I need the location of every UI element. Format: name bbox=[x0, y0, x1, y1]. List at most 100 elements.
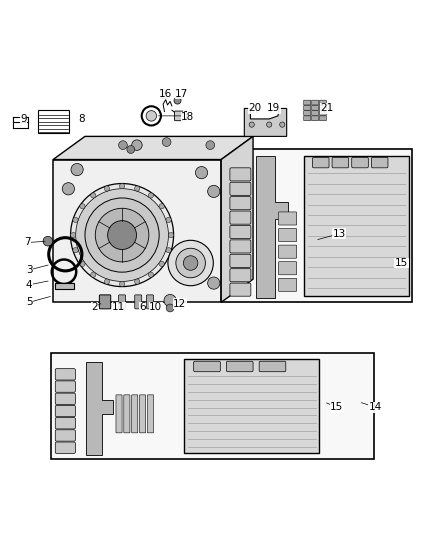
Polygon shape bbox=[221, 136, 253, 302]
Circle shape bbox=[73, 217, 78, 223]
FancyBboxPatch shape bbox=[230, 211, 251, 224]
FancyBboxPatch shape bbox=[194, 361, 220, 372]
Text: 3: 3 bbox=[26, 265, 32, 275]
Circle shape bbox=[62, 183, 74, 195]
Circle shape bbox=[134, 279, 140, 284]
FancyBboxPatch shape bbox=[55, 417, 75, 429]
FancyBboxPatch shape bbox=[124, 395, 130, 433]
FancyBboxPatch shape bbox=[332, 157, 349, 168]
Polygon shape bbox=[55, 283, 74, 289]
FancyBboxPatch shape bbox=[279, 278, 297, 292]
FancyBboxPatch shape bbox=[230, 182, 251, 195]
FancyBboxPatch shape bbox=[304, 100, 311, 105]
FancyBboxPatch shape bbox=[51, 352, 374, 459]
Circle shape bbox=[168, 232, 173, 238]
Circle shape bbox=[280, 122, 285, 127]
FancyBboxPatch shape bbox=[311, 106, 318, 110]
Text: 16: 16 bbox=[159, 89, 173, 99]
FancyBboxPatch shape bbox=[304, 116, 311, 120]
FancyBboxPatch shape bbox=[259, 361, 286, 372]
FancyBboxPatch shape bbox=[119, 295, 126, 309]
FancyBboxPatch shape bbox=[55, 381, 75, 392]
Circle shape bbox=[108, 221, 137, 249]
FancyBboxPatch shape bbox=[279, 212, 297, 225]
Circle shape bbox=[91, 272, 96, 277]
FancyBboxPatch shape bbox=[174, 111, 188, 120]
Circle shape bbox=[120, 183, 125, 189]
FancyBboxPatch shape bbox=[55, 369, 75, 380]
FancyBboxPatch shape bbox=[184, 359, 319, 454]
Circle shape bbox=[146, 111, 156, 121]
Circle shape bbox=[85, 198, 159, 272]
Circle shape bbox=[71, 183, 173, 287]
FancyBboxPatch shape bbox=[230, 197, 251, 210]
FancyBboxPatch shape bbox=[230, 225, 251, 239]
Circle shape bbox=[91, 193, 96, 198]
Circle shape bbox=[166, 217, 171, 223]
Circle shape bbox=[166, 247, 171, 253]
FancyBboxPatch shape bbox=[319, 111, 326, 116]
Text: 8: 8 bbox=[78, 114, 85, 124]
Text: 15: 15 bbox=[395, 258, 408, 268]
Text: 5: 5 bbox=[26, 297, 32, 308]
FancyBboxPatch shape bbox=[230, 168, 251, 181]
Text: 20: 20 bbox=[248, 103, 261, 114]
FancyBboxPatch shape bbox=[230, 269, 251, 282]
FancyBboxPatch shape bbox=[230, 254, 251, 268]
Text: 13: 13 bbox=[332, 229, 346, 239]
FancyBboxPatch shape bbox=[132, 395, 138, 433]
FancyBboxPatch shape bbox=[279, 262, 297, 275]
Circle shape bbox=[174, 97, 181, 104]
Circle shape bbox=[43, 236, 53, 246]
FancyBboxPatch shape bbox=[161, 90, 167, 99]
FancyBboxPatch shape bbox=[279, 229, 297, 241]
Circle shape bbox=[104, 279, 110, 284]
Text: 7: 7 bbox=[25, 238, 31, 247]
Polygon shape bbox=[53, 136, 253, 159]
FancyBboxPatch shape bbox=[55, 405, 75, 417]
Polygon shape bbox=[86, 362, 113, 455]
Polygon shape bbox=[256, 157, 288, 298]
Circle shape bbox=[249, 122, 254, 127]
Text: 18: 18 bbox=[181, 112, 194, 122]
FancyBboxPatch shape bbox=[148, 395, 153, 433]
Text: 9: 9 bbox=[20, 114, 27, 124]
FancyBboxPatch shape bbox=[304, 106, 311, 110]
Text: 21: 21 bbox=[321, 103, 334, 114]
Text: 12: 12 bbox=[173, 298, 186, 309]
FancyBboxPatch shape bbox=[319, 100, 326, 105]
FancyBboxPatch shape bbox=[140, 395, 146, 433]
Circle shape bbox=[176, 248, 205, 278]
FancyBboxPatch shape bbox=[226, 361, 253, 372]
Circle shape bbox=[104, 186, 110, 191]
FancyBboxPatch shape bbox=[55, 393, 75, 405]
Circle shape bbox=[206, 141, 215, 149]
Circle shape bbox=[80, 204, 85, 209]
Circle shape bbox=[71, 164, 83, 176]
Circle shape bbox=[159, 204, 164, 209]
FancyBboxPatch shape bbox=[311, 111, 318, 116]
Polygon shape bbox=[53, 159, 221, 302]
FancyBboxPatch shape bbox=[304, 156, 409, 296]
FancyBboxPatch shape bbox=[99, 295, 111, 309]
FancyBboxPatch shape bbox=[55, 442, 75, 454]
FancyBboxPatch shape bbox=[311, 100, 318, 105]
FancyBboxPatch shape bbox=[135, 295, 142, 309]
FancyBboxPatch shape bbox=[230, 240, 251, 253]
Text: 2: 2 bbox=[91, 302, 98, 312]
Circle shape bbox=[168, 240, 213, 286]
Circle shape bbox=[164, 294, 176, 306]
Text: 10: 10 bbox=[149, 302, 162, 312]
Text: 15: 15 bbox=[330, 402, 343, 412]
Text: 17: 17 bbox=[175, 89, 188, 99]
Text: 14: 14 bbox=[369, 402, 382, 412]
Circle shape bbox=[148, 193, 153, 198]
Circle shape bbox=[127, 146, 135, 154]
Circle shape bbox=[71, 232, 76, 238]
Text: 19: 19 bbox=[267, 103, 280, 114]
Circle shape bbox=[195, 166, 208, 179]
Circle shape bbox=[120, 281, 125, 287]
Text: 1: 1 bbox=[183, 111, 190, 121]
Circle shape bbox=[166, 304, 174, 312]
FancyBboxPatch shape bbox=[304, 111, 311, 116]
